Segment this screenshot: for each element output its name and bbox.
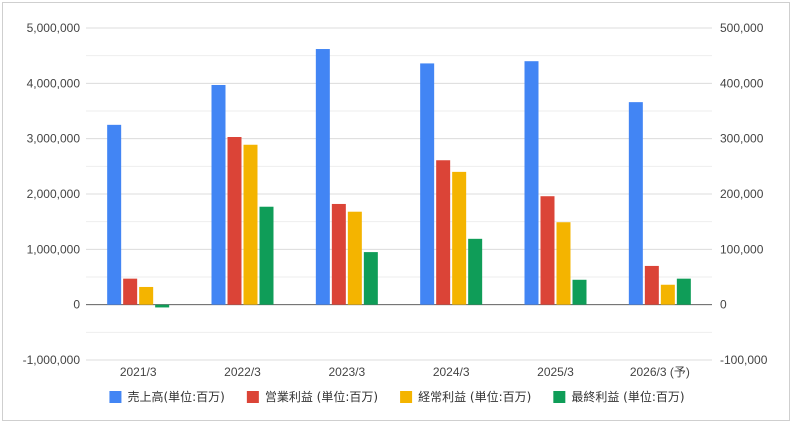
- y-left-tick-label: 2,000,000: [27, 187, 81, 201]
- y-right-tick-label: 200,000: [720, 187, 764, 201]
- legend: 売上高(単位:百万) 営業利益 (単位:百万) 経常利益 (単位:百万) 最終利益 (…: [109, 389, 685, 404]
- bar-4-2026/3 (予): [676, 278, 691, 305]
- x-tick-label: 2023/3: [328, 365, 365, 379]
- legend-label: 営業利益 (単位:百万): [265, 389, 378, 404]
- legend-swatch: [400, 391, 413, 403]
- bar-3-2026/3 (予): [660, 284, 675, 305]
- bar-3-2025/3: [556, 222, 571, 305]
- y-left-tick-label: 0: [73, 298, 80, 312]
- legend-label: 最終利益 (単位:百万): [571, 389, 684, 404]
- bar-2-2024/3: [436, 160, 451, 305]
- y-right-tick-label: -100,000: [720, 353, 768, 367]
- bar-2-2025/3: [540, 196, 555, 305]
- legend-item[interactable]: 経常利益 (単位:百万): [400, 389, 531, 404]
- bar-1-2021/3: [107, 124, 122, 305]
- bar-4-2022/3: [259, 206, 274, 305]
- x-tick-label: 2021/3: [120, 365, 157, 379]
- y-right-tick-label: 0: [720, 298, 727, 312]
- legend-item[interactable]: 営業利益 (単位:百万): [246, 389, 378, 404]
- legend-label: 売上高(単位:百万): [127, 389, 224, 404]
- y-right-tick-label: 300,000: [720, 132, 764, 146]
- bar-1-2026/3 (予): [628, 102, 643, 305]
- x-tick-label: 2024/3: [433, 365, 470, 379]
- bar-4-2021/3: [155, 304, 170, 308]
- bar-4-2024/3: [468, 238, 483, 305]
- legend-item[interactable]: 売上高(単位:百万): [109, 389, 225, 404]
- bar-3-2022/3: [243, 144, 258, 305]
- tick-labels: -1,000,000 0 1,000,000 2,000,000 3,000,000 4,…: [23, 21, 768, 379]
- legend-swatch: [246, 391, 259, 403]
- x-tick-label: 2022/3: [224, 365, 261, 379]
- chart-frame: [2, 2, 790, 421]
- y-left-tick-label: 3,000,000: [27, 132, 81, 146]
- legend-label: 経常利益 (単位:百万): [418, 389, 531, 404]
- bar-2-2023/3: [331, 203, 346, 305]
- x-tick-label: 2026/3 (予): [630, 365, 690, 379]
- y-left-tick-label: 4,000,000: [27, 76, 81, 90]
- y-left-tick-label: 5,000,000: [27, 21, 81, 35]
- bars: [107, 49, 691, 308]
- y-left-tick-label: 1,000,000: [27, 242, 81, 256]
- gridlines: [86, 27, 712, 361]
- bar-2-2026/3 (予): [644, 265, 659, 305]
- bar-1-2024/3: [420, 63, 435, 305]
- bar-1-2023/3: [315, 49, 330, 305]
- bar-4-2025/3: [572, 279, 587, 305]
- y-left-tick-label: -1,000,000: [23, 353, 81, 367]
- bar-3-2024/3: [452, 171, 467, 305]
- bar-4-2023/3: [363, 252, 378, 305]
- bar-2-2022/3: [227, 137, 242, 305]
- y-right-tick-label: 100,000: [720, 242, 764, 256]
- legend-item[interactable]: 最終利益 (単位:百万): [553, 389, 685, 404]
- bar-3-2023/3: [347, 211, 362, 305]
- y-right-tick-label: 400,000: [720, 76, 764, 90]
- y-right-tick-label: 500,000: [720, 21, 764, 35]
- bar-1-2022/3: [211, 84, 226, 305]
- legend-swatch: [553, 391, 566, 403]
- bar-1-2025/3: [524, 61, 539, 305]
- x-tick-label: 2025/3: [537, 365, 574, 379]
- bar-2-2021/3: [123, 278, 138, 305]
- legend-swatch: [109, 391, 122, 403]
- bar-3-2021/3: [139, 286, 154, 305]
